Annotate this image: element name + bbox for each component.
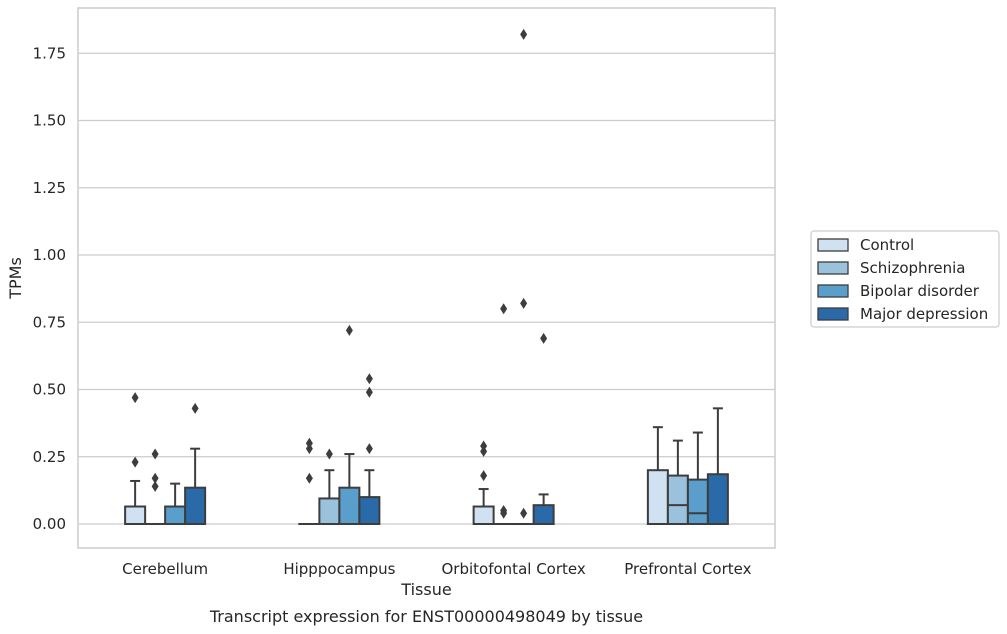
outlier-point <box>365 386 373 398</box>
box-body <box>706 473 729 525</box>
box-1-3 <box>358 373 381 526</box>
box-3-0 <box>646 426 669 526</box>
outlier-point <box>345 324 353 336</box>
plot-frame <box>77 7 776 549</box>
outlier-point <box>480 470 488 482</box>
outlier-point <box>520 297 528 309</box>
box-2-2 <box>512 28 535 526</box>
y-tick-label: 0.75 <box>33 313 66 331</box>
outlier-point <box>500 505 508 517</box>
x-tick-labels: Cerebellum Hipppocampus Orbitofontal Corte… <box>122 560 751 578</box>
box-2-0 <box>472 440 495 526</box>
box-body <box>532 504 555 526</box>
box-3-1 <box>666 439 689 525</box>
box-0-0 <box>124 392 147 526</box>
outlier-point <box>365 443 373 455</box>
legend-label: Bipolar disorder <box>860 282 980 300</box>
outlier-point <box>191 402 199 414</box>
legend-frame <box>810 230 1000 328</box>
y-tick-label: 1.25 <box>33 179 66 197</box>
outlier-point <box>540 332 548 344</box>
outlier-point <box>151 480 159 492</box>
box-body <box>318 497 341 526</box>
y-axis-label: TPMs <box>6 257 25 300</box>
box-body <box>686 478 709 525</box>
outlier-point <box>520 28 528 40</box>
y-tick-label: 0.25 <box>33 448 66 466</box>
outlier-point <box>365 373 373 385</box>
box-3-2 <box>686 431 709 525</box>
box-body <box>666 474 689 525</box>
box-2-1 <box>492 303 515 526</box>
x-tick-label: Hipppocampus <box>283 560 395 578</box>
box-body <box>338 486 361 525</box>
outlier-point <box>325 448 333 460</box>
legend: Control Schizophrenia Bipolar disorder Majo… <box>810 230 1000 328</box>
chart-caption: Transcript expression for ENST0000049804… <box>209 607 643 626</box>
box-1-0 <box>298 437 321 526</box>
legend-label: Schizophrenia <box>860 259 965 277</box>
legend-swatch <box>817 261 849 275</box>
outlier-point <box>131 456 139 468</box>
legend-label: Major depression <box>860 305 988 323</box>
outlier-point <box>520 507 528 519</box>
x-axis-label: Tissue <box>400 580 451 599</box>
legend-label: Control <box>860 236 914 254</box>
box-body <box>358 496 381 526</box>
box-0-3 <box>184 402 207 525</box>
box-body <box>184 486 207 525</box>
y-tick-labels: 0.00 0.25 0.50 0.75 1.00 1.25 1.50 1.75 <box>33 44 66 533</box>
box-1-2 <box>338 324 361 525</box>
legend-swatch <box>817 307 849 321</box>
y-tick-label: 0.00 <box>33 515 66 533</box>
legend-swatch <box>817 284 849 298</box>
legend-swatch <box>817 238 849 252</box>
outlier-point <box>305 437 313 449</box>
box-body <box>164 505 187 526</box>
outlier-point <box>151 472 159 484</box>
outlier-point <box>151 448 159 460</box>
outlier-point <box>480 440 488 452</box>
outlier-point <box>305 472 313 484</box>
box-3-3 <box>706 407 729 525</box>
y-tick-label: 1.75 <box>33 44 66 62</box>
x-tick-label: Prefrontal Cortex <box>624 560 751 578</box>
grid-lines <box>78 52 775 525</box>
x-tick-label: Orbitofontal Cortex <box>442 560 586 578</box>
y-tick-label: 1.00 <box>33 246 66 264</box>
box-body <box>646 469 669 526</box>
box-body <box>124 505 147 526</box>
y-tick-label: 1.50 <box>33 112 66 130</box>
outlier-point <box>131 392 139 404</box>
boxes <box>124 28 729 526</box>
box-2-3 <box>532 332 555 526</box>
outlier-point <box>500 303 508 315</box>
box-0-1 <box>144 448 167 526</box>
box-1-1 <box>318 448 341 526</box>
box-0-2 <box>164 482 187 526</box>
x-tick-label: Cerebellum <box>122 560 208 578</box>
y-tick-label: 0.50 <box>33 381 66 399</box>
box-body <box>472 505 495 526</box>
